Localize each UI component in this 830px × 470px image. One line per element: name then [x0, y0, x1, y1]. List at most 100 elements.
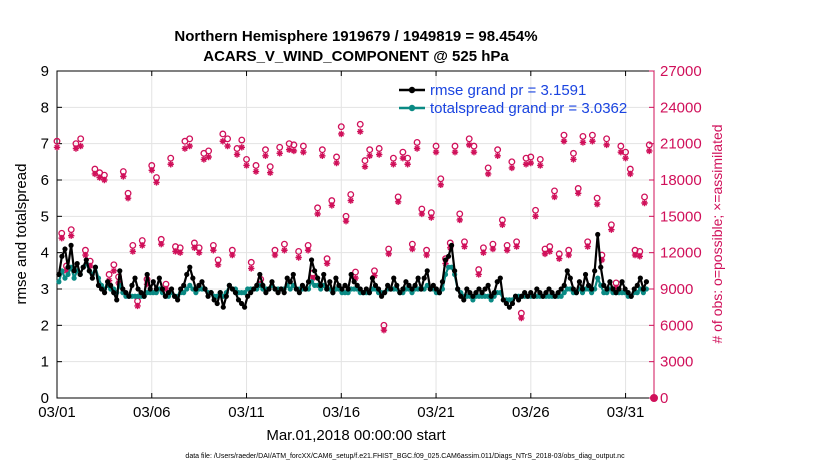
- rmse-point: [105, 279, 111, 285]
- obs-possible-point: [167, 154, 175, 162]
- rmse-point: [601, 282, 607, 288]
- spread-point: [488, 297, 494, 303]
- spread-point: [579, 290, 586, 296]
- spread-point: [56, 279, 62, 285]
- rmse-point: [366, 290, 373, 296]
- obs-assimilated-point: [304, 247, 312, 254]
- rmse-point: [592, 268, 598, 274]
- rmse-point: [427, 286, 433, 292]
- y-axis-right: 0 3000 6000 9000 12000 15000 18000 21000 24000 27…: [649, 63, 702, 407]
- rmse-point: [56, 271, 62, 278]
- obs-assimilated-point: [233, 151, 241, 158]
- y-tick-label: 1: [41, 354, 49, 371]
- x-axis: 03/01 03/06 03/11 03/16 03/21 03/26 03/31: [38, 71, 644, 421]
- rmse-point: [71, 268, 77, 274]
- rmse-point: [461, 297, 467, 303]
- rmse-point: [448, 242, 455, 248]
- rmse-point: [305, 279, 312, 285]
- rmse-point: [561, 282, 567, 288]
- rmse-point: [424, 268, 430, 274]
- obs-assimilated-point: [522, 161, 530, 168]
- y-tick-label: 4: [41, 245, 49, 262]
- spread-point: [65, 271, 71, 278]
- rmse-point: [196, 282, 202, 288]
- obs-assimilated-point: [551, 193, 558, 201]
- obs-assimilated-point: [238, 144, 245, 151]
- obs-assimilated-point: [72, 145, 80, 152]
- rmse-point: [59, 253, 65, 259]
- obs-assimilated-point: [627, 170, 634, 178]
- rmse-point: [537, 290, 543, 296]
- obs-assimilated-point: [489, 245, 497, 253]
- x-tick-label: 03/11: [228, 404, 264, 421]
- rmse-point: [235, 297, 242, 303]
- y-axis-right-label: # of obs: o=possible; ×=assimilated: [709, 124, 725, 343]
- rmse-point: [378, 293, 385, 299]
- obs-possible-point: [551, 187, 558, 195]
- obs-possible-point: [570, 149, 577, 157]
- obs-assimilated-point: [285, 146, 293, 153]
- rmse-series: [56, 231, 650, 310]
- rmse-point: [165, 290, 172, 296]
- rmse-point: [421, 275, 427, 281]
- obs-assimilated-point: [120, 173, 127, 180]
- rmse-point: [491, 290, 497, 296]
- obs-possible-point: [252, 162, 260, 169]
- obs-assimilated-point: [134, 302, 141, 310]
- obs-possible-point: [299, 142, 307, 150]
- obs-assimilated-point: [181, 145, 189, 152]
- rmse-point: [65, 264, 71, 270]
- y-right-tick-label: 18000: [660, 172, 702, 189]
- rmse-point: [144, 271, 150, 278]
- rmse-point: [266, 286, 272, 292]
- spread-point: [184, 286, 190, 292]
- rmse-point: [321, 271, 327, 278]
- obs-possible-point: [593, 194, 601, 202]
- rmse-point: [573, 290, 580, 296]
- rmse-point: [241, 304, 248, 310]
- obs-assimilated-point: [570, 156, 577, 163]
- rmse-point: [190, 275, 196, 281]
- rmse-point: [184, 271, 190, 278]
- rmse-point: [582, 271, 589, 278]
- obs-assimilated-point: [352, 274, 359, 282]
- rmse-point: [318, 282, 324, 288]
- spread-point: [589, 290, 595, 296]
- obs-assimilated-point: [63, 267, 70, 275]
- obs-possible-point: [451, 142, 459, 150]
- rmse-point: [634, 282, 640, 288]
- rmse-point: [375, 286, 382, 292]
- obs-assimilated-point: [300, 148, 307, 156]
- rmse-point: [193, 286, 199, 292]
- rmse-point: [299, 282, 306, 288]
- rmse-point: [579, 286, 586, 292]
- x-tick-label: 03/01: [38, 404, 76, 421]
- obs-possible-point: [67, 226, 75, 234]
- rmse-point: [315, 275, 321, 281]
- obs-assimilated-point: [53, 144, 61, 151]
- spread-point: [604, 290, 610, 296]
- obs-assimilated-point: [503, 247, 511, 254]
- obs-assimilated-point: [314, 210, 321, 218]
- rmse-point: [598, 264, 604, 270]
- obs-assimilated-point: [110, 267, 118, 275]
- rmse-point: [534, 286, 540, 292]
- y-tick-label: 7: [41, 136, 49, 153]
- obs-assimilated-point: [380, 326, 388, 334]
- obs-assimilated-point: [646, 147, 653, 155]
- rmse-point: [458, 293, 464, 299]
- rmse-point: [324, 286, 330, 292]
- obs-assimilated-series: [53, 128, 658, 402]
- obs-possible-point: [508, 158, 516, 166]
- obs-assimilated-point: [82, 251, 89, 259]
- obs-possible-point: [233, 145, 241, 152]
- rmse-point: [95, 282, 102, 288]
- rmse-point: [290, 271, 296, 278]
- obs-assimilated-point: [394, 198, 402, 205]
- rmse-point: [494, 279, 500, 285]
- rmse-point: [238, 300, 245, 307]
- rmse-point: [500, 297, 506, 303]
- obs-assimilated-point: [390, 161, 397, 168]
- obs-assimilated-point: [148, 167, 155, 174]
- obs-possible-point: [617, 142, 625, 150]
